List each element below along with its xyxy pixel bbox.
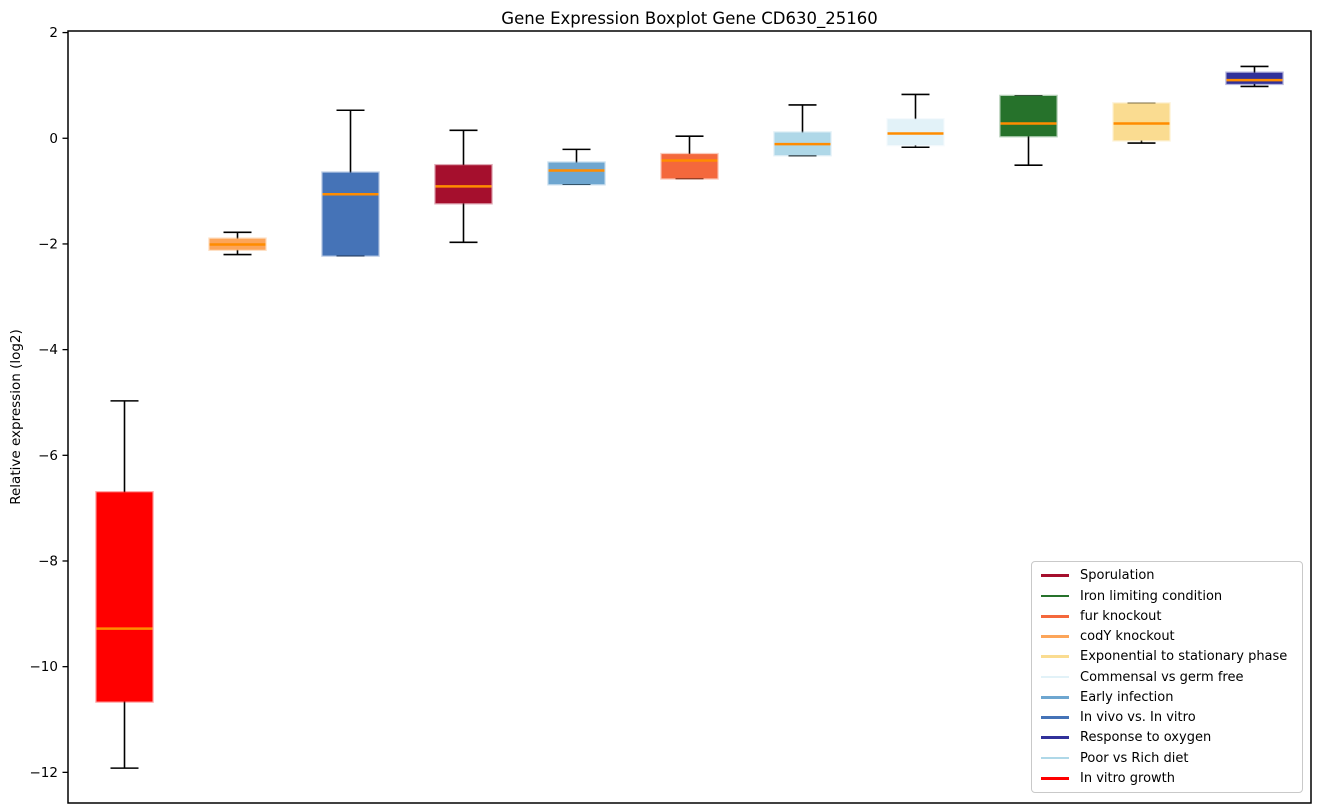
legend-item-response-to-oxygen: Response to oxygen (1041, 728, 1293, 747)
legend-label: In vivo vs. In vitro (1080, 710, 1196, 725)
y-axis-tick-label: −8 (38, 553, 58, 569)
y-axis-tick-label: −12 (30, 765, 59, 781)
legend-swatch-fur-knockout (1041, 614, 1069, 618)
box-response-to-oxygen (1225, 71, 1284, 86)
legend-item-iron-limiting-condition: Iron limiting condition (1041, 587, 1293, 606)
box-exponential-to-stationary-phase (1112, 102, 1171, 142)
legend-label: Poor vs Rich diet (1080, 750, 1189, 766)
legend-swatch-iron-limiting-condition (1041, 594, 1069, 598)
box-iron-limiting-condition (999, 94, 1058, 138)
legend-swatch-early-infection (1041, 695, 1069, 699)
box-in-vivo-vs-in-vitro (321, 171, 380, 257)
y-axis-tick-label: 0 (49, 131, 58, 147)
legend-label: Exponential to stationary phase (1080, 649, 1288, 665)
box-early-infection (547, 161, 606, 186)
legend-label: In vitro growth (1080, 770, 1175, 786)
y-axis-tick-label: −4 (38, 342, 58, 358)
legend-item-cody-knockout: codY knockout (1041, 627, 1293, 646)
legend-item-early-infection: Early infection (1041, 688, 1293, 707)
box-commensal-vs-germ-free (886, 117, 945, 147)
legend-label: Response to oxygen (1080, 730, 1212, 746)
y-axis-tick-label: −10 (30, 659, 59, 675)
legend-swatch-in-vivo-vs-in-vitro (1041, 716, 1069, 719)
chart-title: Gene Expression Boxplot Gene CD630_25160 (501, 9, 878, 28)
legend-swatch-response-to-oxygen (1041, 736, 1069, 740)
y-axis-tick-label: −6 (38, 448, 58, 464)
box-in-vitro-growth (95, 491, 154, 703)
legend: Sporulation Iron limiting condition fur kn… (1031, 561, 1303, 793)
box-sporulation (434, 163, 493, 205)
box-fur-knockout (660, 152, 719, 180)
legend-swatch-cody-knockout (1041, 635, 1069, 638)
y-axis-tick-label: −2 (38, 236, 58, 252)
legend-label: Iron limiting condition (1080, 588, 1223, 604)
legend-swatch-commensal-vs-germ-free (1041, 675, 1069, 679)
legend-label: fur knockout (1080, 608, 1162, 624)
legend-label: Sporulation (1080, 568, 1155, 584)
legend-label: Early infection (1080, 689, 1174, 705)
legend-item-in-vitro-growth: In vitro growth (1041, 769, 1293, 788)
legend-item-fur-knockout: fur knockout (1041, 607, 1293, 626)
legend-label: codY knockout (1080, 629, 1175, 644)
legend-swatch-sporulation (1041, 574, 1069, 578)
legend-swatch-poor-vs-rich-diet (1041, 756, 1069, 760)
y-axis-tick-label: 2 (49, 25, 58, 41)
legend-item-poor-vs-rich-diet: Poor vs Rich diet (1041, 749, 1293, 768)
legend-item-sporulation: Sporulation (1041, 566, 1293, 585)
legend-item-exponential-to-stationary-phase: Exponential to stationary phase (1041, 647, 1293, 666)
legend-label: Commensal vs germ free (1080, 669, 1244, 685)
axes-frame (67, 30, 1312, 804)
legend-item-commensal-vs-germ-free: Commensal vs germ free (1041, 668, 1293, 687)
legend-swatch-in-vitro-growth (1041, 776, 1069, 780)
legend-swatch-exponential-to-stationary-phase (1041, 655, 1069, 659)
legend-item-in-vivo-vs-in-vitro: In vivo vs. In vitro (1041, 708, 1293, 727)
